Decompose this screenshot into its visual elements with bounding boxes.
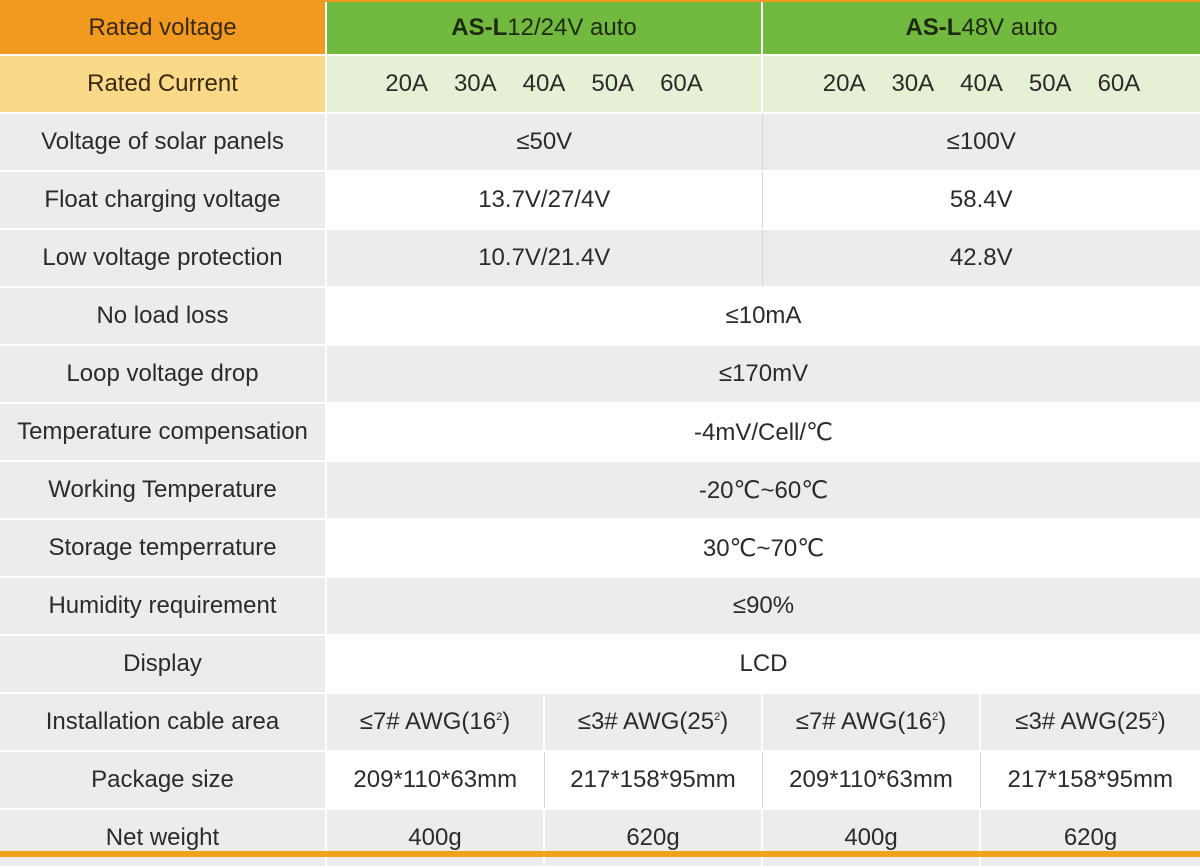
rated-voltage-label: Rated voltage xyxy=(0,2,327,56)
solar-voltage-b: ≤100V xyxy=(762,113,1200,172)
cable-c4-end: ) xyxy=(1157,708,1166,735)
current-a-5: 60A xyxy=(660,70,703,97)
low-voltage-b: 42.8V xyxy=(762,229,1200,288)
cable-c2-sup: 2 xyxy=(714,711,721,723)
solar-voltage-label: Voltage of solar panels xyxy=(0,113,327,172)
low-voltage-label: Low voltage protection xyxy=(0,229,327,288)
weight-row: Net weight 400g 620g 400g 620g xyxy=(0,809,1200,868)
package-c1: 209*110*63mm xyxy=(326,751,545,810)
cable-label: Installation cable area xyxy=(0,693,327,752)
package-c4: 217*158*95mm xyxy=(980,751,1200,810)
cable-c1-text: ≤7# AWG(16 xyxy=(359,708,497,735)
weight-c4: 620g xyxy=(980,809,1200,868)
storage-temp-label: Storage temperrature xyxy=(0,519,327,578)
cable-c2: ≤3# AWG(252) xyxy=(544,693,764,752)
current-a-1: 20A xyxy=(385,70,428,97)
model-a-header: AS-L12/24V auto xyxy=(326,2,764,56)
cable-c3-text: ≤7# AWG(16 xyxy=(795,708,933,735)
current-b-1: 20A xyxy=(822,70,866,97)
cable-c2-text: ≤3# AWG(25 xyxy=(577,708,715,735)
cable-c1: ≤7# AWG(162) xyxy=(326,693,545,752)
display-row: Display LCD xyxy=(0,635,1200,694)
weight-label: Net weight xyxy=(0,809,327,868)
temp-comp-label: Temperature compensation xyxy=(0,403,327,462)
cable-c4: ≤3# AWG(252) xyxy=(980,693,1200,752)
working-temp-label: Working Temperature xyxy=(0,461,327,520)
cable-c4-text: ≤3# AWG(25 xyxy=(1015,708,1152,735)
low-voltage-row: Low voltage protection 10.7V/21.4V 42.8V xyxy=(0,229,1200,288)
display-label: Display xyxy=(0,635,327,694)
low-voltage-a: 10.7V/21.4V xyxy=(326,229,763,288)
float-voltage-label: Float charging voltage xyxy=(0,171,327,230)
current-a-3: 40A xyxy=(522,70,566,97)
cable-c2-end: ) xyxy=(720,708,729,735)
currents-b: 20A 30A 40A 50A 60A xyxy=(762,55,1200,114)
storage-temp-row: Storage temperrature 30℃~70℃ xyxy=(0,519,1200,578)
cable-c4-sup: 2 xyxy=(1151,711,1158,723)
cable-c3-end: ) xyxy=(938,708,947,735)
rated-voltage-row: Rated voltage AS-L12/24V auto AS-L48V au… xyxy=(0,2,1200,56)
bottom-rule xyxy=(0,851,1200,857)
working-temp-row: Working Temperature -20℃~60℃ xyxy=(0,461,1200,520)
package-label: Package size xyxy=(0,751,327,810)
weight-c1: 400g xyxy=(326,809,545,868)
display-value: LCD xyxy=(326,635,1200,694)
storage-temp-value: 30℃~70℃ xyxy=(326,519,1200,578)
model-a-prefix: AS-L xyxy=(451,14,508,41)
current-b-4: 50A xyxy=(1028,70,1072,97)
solar-voltage-row: Voltage of solar panels ≤50V ≤100V xyxy=(0,113,1200,172)
float-voltage-a: 13.7V/27/4V xyxy=(326,171,763,230)
package-c2: 217*158*95mm xyxy=(544,751,763,810)
float-voltage-b: 58.4V xyxy=(762,171,1200,230)
working-temp-value: -20℃~60℃ xyxy=(326,461,1200,520)
cable-row: Installation cable area ≤7# AWG(162) ≤3#… xyxy=(0,693,1200,752)
top-rule xyxy=(0,0,1200,2)
humidity-value: ≤90% xyxy=(326,577,1200,636)
no-load-row: No load loss ≤10mA xyxy=(0,287,1200,346)
temp-comp-value: -4mV/Cell/℃ xyxy=(326,403,1200,462)
current-a-4: 50A xyxy=(591,70,635,97)
loop-drop-value: ≤170mV xyxy=(326,345,1200,404)
temp-comp-row: Temperature compensation -4mV/Cell/℃ xyxy=(0,403,1200,462)
currents-a: 20A 30A 40A 50A 60A xyxy=(326,55,764,114)
loop-drop-label: Loop voltage drop xyxy=(0,345,327,404)
rated-current-label: Rated Current xyxy=(0,55,327,114)
current-b-5: 60A xyxy=(1097,70,1141,97)
no-load-label: No load loss xyxy=(0,287,327,346)
model-b-header: AS-L48V auto xyxy=(762,2,1200,56)
model-a-suffix: 12/24V auto xyxy=(507,14,637,41)
cable-c3: ≤7# AWG(162) xyxy=(762,693,982,752)
package-c3: 209*110*63mm xyxy=(762,751,981,810)
float-voltage-row: Float charging voltage 13.7V/27/4V 58.4V xyxy=(0,171,1200,230)
model-b-prefix: AS-L xyxy=(905,14,962,41)
cable-c1-sup: 2 xyxy=(496,711,503,723)
no-load-value: ≤10mA xyxy=(326,287,1200,346)
model-b-suffix: 48V auto xyxy=(961,14,1058,41)
rated-current-row: Rated Current 20A 30A 40A 50A 60A 20A 30A 40A 5… xyxy=(0,55,1200,114)
cable-c1-end: ) xyxy=(502,708,511,735)
humidity-row: Humidity requirement ≤90% xyxy=(0,577,1200,636)
cable-c3-sup: 2 xyxy=(932,711,939,723)
current-a-2: 30A xyxy=(453,70,497,97)
package-row: Package size 209*110*63mm 217*158*95mm 2… xyxy=(0,751,1200,810)
humidity-label: Humidity requirement xyxy=(0,577,327,636)
loop-drop-row: Loop voltage drop ≤170mV xyxy=(0,345,1200,404)
current-b-3: 40A xyxy=(960,70,1003,97)
solar-voltage-a: ≤50V xyxy=(326,113,763,172)
weight-c3: 400g xyxy=(762,809,982,868)
current-b-2: 30A xyxy=(891,70,935,97)
weight-c2: 620g xyxy=(544,809,764,868)
